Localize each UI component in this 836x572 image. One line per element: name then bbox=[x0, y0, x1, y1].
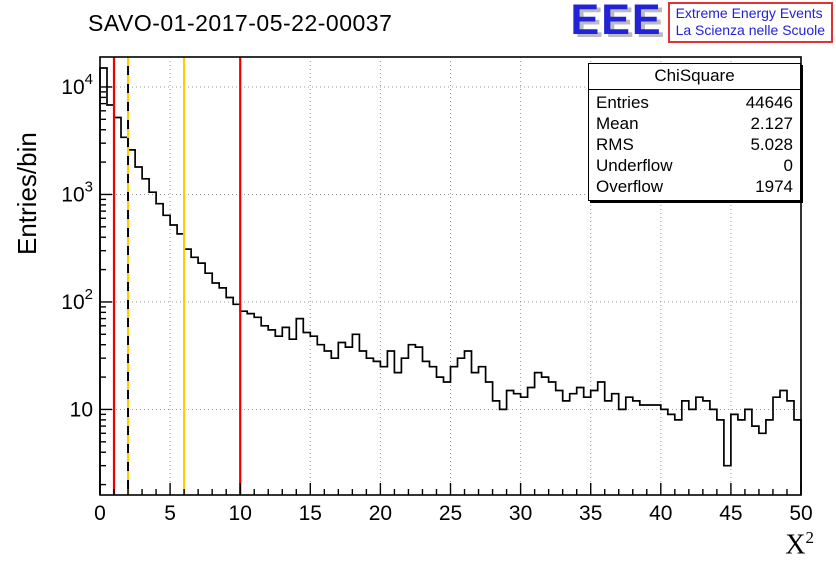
eee-logo: EEE Extreme Energy Events La Scienza nel… bbox=[570, 0, 833, 44]
stats-label: Entries bbox=[596, 93, 649, 112]
histogram-step-line bbox=[99, 67, 802, 495]
stats-row-mean: Mean 2.127 bbox=[589, 113, 800, 134]
stats-value: 0 bbox=[783, 156, 793, 175]
x-tick-label: 30 bbox=[509, 502, 532, 525]
x-tick-label: 15 bbox=[299, 502, 322, 525]
x-tick-label: 0 bbox=[94, 502, 106, 525]
stats-label: Underflow bbox=[596, 156, 673, 175]
y-tick-label: 10 bbox=[70, 398, 93, 421]
x-tick-label: 50 bbox=[789, 502, 812, 525]
x-tick-label: 35 bbox=[579, 502, 602, 525]
x-tick-label: 25 bbox=[439, 502, 462, 525]
eee-logo-line1: Extreme Energy Events bbox=[675, 5, 823, 21]
stats-row-rms: RMS 5.028 bbox=[589, 134, 800, 155]
x-tick-label: 5 bbox=[164, 502, 176, 525]
stats-value: 5.028 bbox=[750, 135, 793, 154]
axis-ticks bbox=[99, 86, 802, 495]
eee-logo-acronym: EEE bbox=[570, 0, 663, 44]
x-tick-label: 20 bbox=[369, 502, 392, 525]
x-axis-label-base: X bbox=[785, 529, 806, 561]
y-tick-label: 104 bbox=[61, 71, 93, 99]
x-axis-label-exponent: 2 bbox=[805, 528, 815, 547]
stats-row-underflow: Underflow 0 bbox=[589, 155, 800, 176]
y-axis-label: Entries/bin bbox=[12, 132, 42, 255]
y-tick-label: 103 bbox=[61, 178, 93, 206]
eee-logo-line2: La Scienza nelle Scuole bbox=[675, 22, 825, 38]
stats-label: Mean bbox=[596, 114, 639, 133]
x-tick-label: 45 bbox=[719, 502, 742, 525]
stats-value: 44646 bbox=[745, 93, 793, 112]
eee-logo-text-box: Extreme Energy Events La Scienza nelle S… bbox=[667, 2, 833, 43]
y-tick-label: 102 bbox=[61, 286, 93, 314]
stats-box-title: ChiSquare bbox=[589, 64, 800, 90]
stats-box-rows: Entries 44646 Mean 2.127 RMS 5.028 Under… bbox=[589, 90, 800, 200]
stats-label: Overflow bbox=[596, 177, 664, 196]
plot-title: SAVO-01-2017-05-22-00037 bbox=[88, 10, 393, 36]
stats-value: 2.127 bbox=[750, 114, 793, 133]
x-tick-label: 40 bbox=[649, 502, 672, 525]
stats-box: ChiSquare Entries 44646 Mean 2.127 RMS 5… bbox=[588, 63, 801, 201]
stats-row-entries: Entries 44646 bbox=[589, 92, 800, 113]
x-axis-label: X2 bbox=[785, 528, 814, 561]
stats-label: RMS bbox=[596, 135, 634, 154]
stats-row-overflow: Overflow 1974 bbox=[589, 176, 800, 197]
x-tick-label: 10 bbox=[229, 502, 252, 525]
stats-value: 1974 bbox=[755, 177, 793, 196]
